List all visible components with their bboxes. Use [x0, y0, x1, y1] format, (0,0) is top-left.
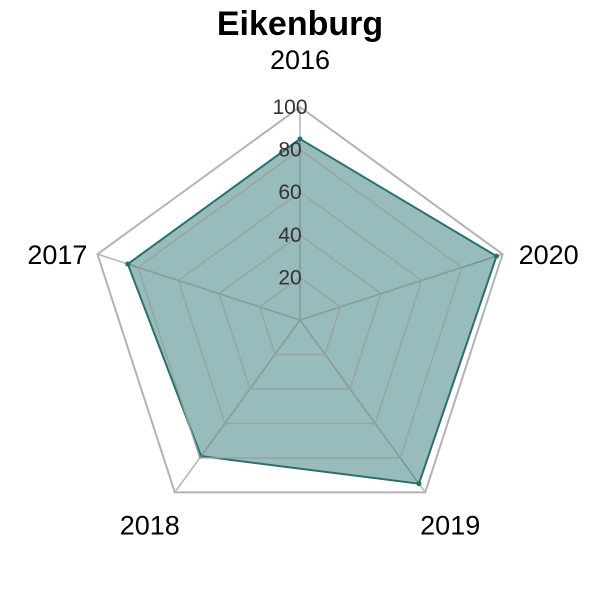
- radar-axis-labels: 2016 2020 2019 2018 2017: [27, 45, 578, 540]
- radar-grid-ring: [177, 191, 423, 425]
- radar-data-point: [493, 253, 499, 259]
- radar-axis-label-2016: 2016: [270, 45, 330, 75]
- radar-series: [125, 136, 499, 487]
- radar-inner-spoke: [299, 319, 401, 459]
- radar-inner-spoke: [299, 266, 463, 321]
- radar-data-point: [297, 136, 303, 142]
- radar-tick-label: 40: [278, 224, 301, 247]
- radar-data-point: [416, 481, 422, 487]
- radar-inner-spoke: [137, 266, 301, 321]
- radar-tick-label: 80: [278, 139, 301, 162]
- radar-tick-label: 20: [278, 266, 301, 289]
- radar-series-area: [126, 137, 498, 485]
- radar-axis-label-2020: 2020: [519, 240, 579, 270]
- radar-inner-spoke: [199, 319, 301, 459]
- radar-data-point: [125, 261, 131, 267]
- radar-tick-labels: 20 40 60 80 100: [272, 96, 307, 289]
- radar-tick-label: 100: [272, 96, 307, 119]
- radar-tick-label: 60: [278, 181, 301, 204]
- radar-grid-ring: [258, 276, 342, 356]
- radar-grid-ring: [218, 233, 382, 390]
- radar-grid-ring: [137, 148, 463, 459]
- radar-outer-ring: [96, 105, 504, 494]
- radar-axis-label-2019: 2019: [420, 510, 480, 540]
- chart-title: Eikenburg: [217, 5, 383, 43]
- radar-axis-label-2018: 2018: [120, 510, 180, 540]
- radar-axis-label-2017: 2017: [27, 240, 87, 270]
